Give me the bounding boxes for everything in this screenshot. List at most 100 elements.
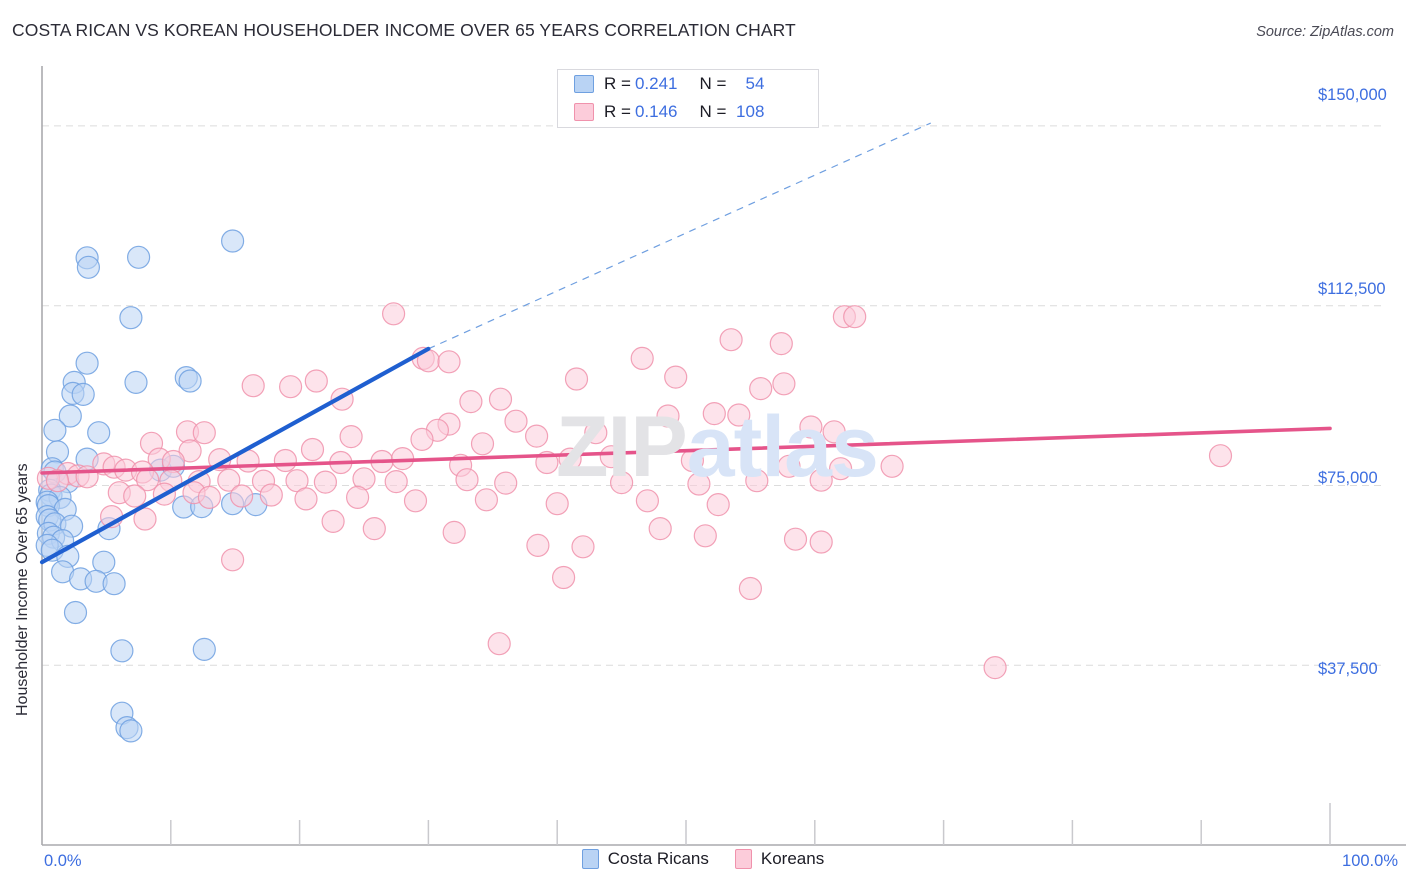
data-point xyxy=(403,489,428,513)
stats-legend-row-0: R = 0.241 N = 54 xyxy=(558,70,818,98)
data-point xyxy=(273,448,297,473)
y-axis-tick-75000: $75,000 xyxy=(1318,469,1378,487)
data-point xyxy=(294,487,318,511)
data-point xyxy=(680,448,705,473)
data-point xyxy=(87,421,111,445)
series-legend: Costa Ricans Koreans xyxy=(0,849,1406,869)
legend-n-value-0: 54 xyxy=(745,74,765,93)
legend-r-label-0: R = xyxy=(604,74,631,93)
legend-swatch-koreans xyxy=(574,103,594,121)
series-points-koreans xyxy=(36,302,1233,680)
data-point xyxy=(178,369,202,393)
data-point xyxy=(1208,444,1233,468)
data-point xyxy=(217,468,241,492)
data-point xyxy=(221,548,245,572)
data-point xyxy=(719,328,743,352)
legend-n-label-1: N = xyxy=(699,102,727,121)
data-point xyxy=(599,445,623,469)
data-point xyxy=(192,637,216,662)
data-point xyxy=(745,469,769,493)
x-axis-tick-min: 0.0% xyxy=(44,852,82,870)
data-point xyxy=(127,245,151,269)
data-point xyxy=(474,488,498,512)
data-point xyxy=(384,470,408,494)
data-point xyxy=(983,655,1007,680)
data-point xyxy=(809,530,833,554)
data-point xyxy=(584,421,608,445)
data-point xyxy=(45,469,70,493)
data-point xyxy=(321,509,345,534)
data-point xyxy=(488,387,513,411)
data-point xyxy=(702,402,726,426)
data-point xyxy=(635,489,660,513)
data-point xyxy=(123,484,147,508)
data-point xyxy=(410,427,434,451)
data-point xyxy=(43,418,67,442)
data-point xyxy=(470,432,495,456)
data-point xyxy=(192,421,216,445)
source-attribution: Source: ZipAtlas.com xyxy=(1256,24,1394,40)
data-point xyxy=(822,420,846,444)
y-axis-tick-150000: $150,000 xyxy=(1318,86,1387,104)
data-point xyxy=(362,516,386,541)
data-point xyxy=(706,493,730,517)
data-point xyxy=(300,437,325,462)
data-point xyxy=(558,447,582,471)
trendline-costa-ricans-extension xyxy=(428,122,931,350)
legend-swatch-costa-ricans xyxy=(574,75,594,93)
data-point xyxy=(777,454,801,478)
trendline-koreans xyxy=(40,426,1332,475)
data-point xyxy=(648,516,672,541)
data-point xyxy=(221,229,245,253)
data-point xyxy=(110,639,134,663)
data-point xyxy=(799,415,823,439)
data-point xyxy=(437,350,461,374)
series-legend-item-costa-ricans[interactable]: Costa Ricans xyxy=(581,849,709,869)
data-point xyxy=(313,470,337,494)
y-axis-tick-112500: $112,500 xyxy=(1318,280,1386,298)
data-point xyxy=(687,472,711,496)
data-point xyxy=(197,485,221,509)
data-point xyxy=(828,457,853,481)
data-point xyxy=(526,533,550,558)
data-point xyxy=(346,485,370,509)
data-point xyxy=(459,390,483,414)
legend-r-value-0: 0.241 xyxy=(634,74,678,93)
y-axis-tick-37500: $37,500 xyxy=(1318,660,1378,678)
data-point xyxy=(119,719,143,743)
data-point xyxy=(693,524,717,548)
data-point xyxy=(75,351,99,375)
data-point xyxy=(504,409,528,433)
stats-legend-row-1: R = 0.146 N = 108 xyxy=(558,98,818,126)
data-point xyxy=(75,465,99,489)
data-point xyxy=(609,471,634,495)
data-point xyxy=(772,372,796,396)
data-point xyxy=(494,471,518,495)
series-swatch-koreans xyxy=(734,849,752,869)
series-legend-item-koreans[interactable]: Koreans xyxy=(734,849,825,869)
data-point xyxy=(339,425,363,449)
data-point xyxy=(124,370,148,394)
data-point xyxy=(843,305,867,329)
data-point xyxy=(738,576,763,601)
data-point xyxy=(304,369,328,393)
series-label-koreans: Koreans xyxy=(760,849,825,868)
page-title: COSTA RICAN VS KOREAN HOUSEHOLDER INCOME… xyxy=(12,20,796,40)
data-point xyxy=(524,424,549,448)
data-point xyxy=(442,520,466,545)
data-point xyxy=(545,492,569,516)
data-point xyxy=(259,483,283,507)
data-point xyxy=(119,306,143,330)
data-point xyxy=(769,332,793,356)
legend-n-value-1: 108 xyxy=(736,102,765,121)
data-point xyxy=(279,375,303,399)
data-point xyxy=(58,404,82,428)
data-point xyxy=(880,454,904,478)
data-point xyxy=(630,346,654,370)
data-point xyxy=(809,468,833,492)
data-point xyxy=(664,365,688,389)
trendline-costa-ricans xyxy=(39,346,431,565)
data-point xyxy=(783,527,808,551)
